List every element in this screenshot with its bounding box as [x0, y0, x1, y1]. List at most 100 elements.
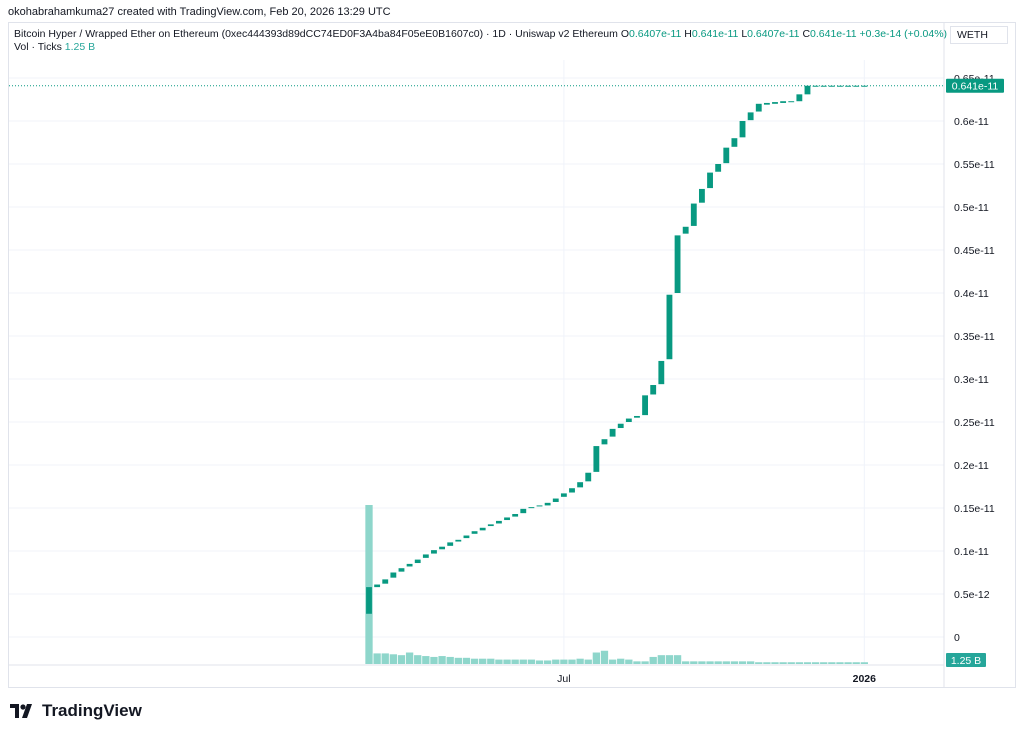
- candle[interactable]: [382, 579, 389, 584]
- candle[interactable]: [366, 587, 372, 614]
- candle[interactable]: [812, 85, 819, 87]
- candle[interactable]: [625, 418, 632, 422]
- y-tick-label: 0: [954, 632, 960, 644]
- candle[interactable]: [609, 428, 616, 437]
- volume-bar: [430, 656, 438, 664]
- candle[interactable]: [820, 85, 827, 87]
- candle[interactable]: [617, 423, 624, 429]
- candle[interactable]: [707, 172, 713, 189]
- candle[interactable]: [837, 85, 843, 87]
- volume-bar: [511, 659, 519, 664]
- candle[interactable]: [845, 85, 852, 87]
- attribution-text: okohabrahamkuma27 created with TradingVi…: [8, 6, 391, 18]
- candle[interactable]: [422, 554, 429, 558]
- candle[interactable]: [374, 584, 381, 588]
- volume-bar: [763, 662, 771, 664]
- volume-bar: [787, 662, 795, 664]
- ohlc-legend: Bitcoin Hyper / Wrapped Ether on Ethereu…: [14, 28, 947, 40]
- candle[interactable]: [439, 546, 446, 550]
- volume-bar: [836, 662, 844, 664]
- candle[interactable]: [788, 101, 795, 103]
- y-tick-label: 0.25e-11: [954, 417, 995, 429]
- open-value: 0.6407e-11: [629, 28, 682, 40]
- candle[interactable]: [804, 85, 811, 95]
- candle[interactable]: [772, 102, 778, 104]
- candle[interactable]: [398, 568, 405, 572]
- brand-logo[interactable]: TradingView: [10, 701, 142, 721]
- volume-bar: [673, 655, 682, 664]
- candle[interactable]: [634, 415, 640, 418]
- candle[interactable]: [853, 85, 860, 87]
- volume-bar: [649, 656, 657, 664]
- candle[interactable]: [731, 138, 738, 147]
- low-value: 0.6407e-11: [747, 28, 800, 40]
- volume-bar: [690, 661, 698, 664]
- candle[interactable]: [666, 294, 673, 360]
- volume-bar: [487, 658, 495, 664]
- candle[interactable]: [715, 164, 722, 172]
- candle[interactable]: [650, 385, 657, 395]
- candle[interactable]: [577, 482, 584, 488]
- candle[interactable]: [463, 535, 470, 539]
- volume-bar: [714, 661, 722, 664]
- volume-bar: [706, 661, 714, 664]
- volume-bar: [771, 662, 779, 664]
- candle[interactable]: [447, 542, 454, 546]
- candle[interactable]: [560, 493, 567, 497]
- candle[interactable]: [431, 550, 437, 554]
- volume-bar: [414, 655, 422, 664]
- candle[interactable]: [828, 85, 835, 87]
- candle[interactable]: [682, 226, 689, 234]
- candle[interactable]: [674, 235, 681, 293]
- volume-label[interactable]: Vol · Ticks: [14, 41, 62, 53]
- brand-name: TradingView: [42, 701, 142, 720]
- candle[interactable]: [585, 472, 592, 482]
- change-value: +0.3e-14 (+0.04%): [859, 28, 948, 40]
- y-tick-label: 0.3e-11: [954, 374, 989, 386]
- candle[interactable]: [455, 539, 462, 542]
- candle[interactable]: [763, 102, 770, 105]
- candle[interactable]: [504, 517, 510, 521]
- candle[interactable]: [780, 101, 787, 103]
- candle[interactable]: [755, 103, 762, 112]
- candle[interactable]: [520, 508, 527, 514]
- volume-bar: [592, 652, 601, 664]
- candle[interactable]: [471, 531, 478, 534]
- candle[interactable]: [406, 563, 413, 567]
- y-tick-label: 0.55e-11: [954, 159, 995, 171]
- volume-bar: [779, 662, 787, 664]
- candle[interactable]: [796, 94, 803, 102]
- candle[interactable]: [642, 395, 649, 416]
- candle[interactable]: [552, 498, 559, 502]
- candle[interactable]: [723, 147, 730, 164]
- candle[interactable]: [739, 121, 746, 138]
- compare-symbol-box[interactable]: WETH: [950, 26, 1008, 44]
- candle[interactable]: [495, 520, 502, 524]
- candle[interactable]: [512, 514, 519, 517]
- y-tick-label: 0.35e-11: [954, 331, 995, 343]
- y-tick-label: 0.6e-11: [954, 116, 989, 128]
- candle[interactable]: [414, 559, 421, 564]
- candle[interactable]: [569, 488, 575, 493]
- volume-bar: [795, 662, 804, 664]
- volume-bar: [811, 662, 820, 664]
- candle[interactable]: [698, 188, 705, 203]
- candle[interactable]: [479, 527, 486, 531]
- candle[interactable]: [487, 524, 494, 527]
- candle[interactable]: [747, 112, 754, 121]
- volume-bar: [527, 659, 536, 664]
- y-tick-label: 0.15e-11: [954, 503, 995, 515]
- candle[interactable]: [658, 360, 665, 385]
- volume-bar: [665, 655, 674, 664]
- candle[interactable]: [601, 439, 608, 445]
- candle[interactable]: [593, 446, 600, 472]
- symbol-title[interactable]: Bitcoin Hyper / Wrapped Ether on Ethereu…: [14, 28, 618, 40]
- x-tick-label: Jul: [557, 673, 570, 685]
- candle[interactable]: [528, 507, 535, 509]
- candle[interactable]: [536, 505, 543, 507]
- candle[interactable]: [690, 203, 697, 226]
- candle[interactable]: [390, 572, 397, 578]
- candle[interactable]: [861, 85, 868, 87]
- candle[interactable]: [544, 502, 551, 506]
